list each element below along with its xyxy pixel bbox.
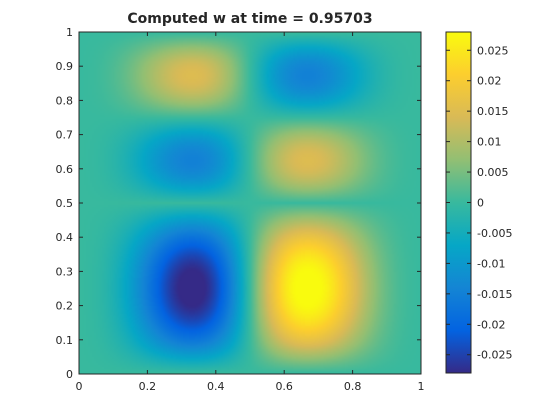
y-axis: 0 0.1 0.2 0.3 0.4 0.5 0.6 0.7 0.8 0.9 1 (56, 26, 421, 381)
y-tick-label: 0.6 (56, 163, 74, 176)
colorbar: -0.025 -0.02 -0.015 -0.01 -0.005 0 0.005 0.01 0.… (445, 31, 512, 374)
heatmap-image (79, 32, 421, 374)
x-tick-label: 0.2 (139, 380, 157, 393)
colorbar-tick-label: -0.015 (477, 288, 512, 301)
colorbar-tick-label: -0.02 (477, 318, 505, 331)
colorbar-tick-label: 0 (477, 197, 484, 210)
colorbar-tick-label: 0.01 (477, 136, 502, 149)
x-axis: 0 0.2 0.4 0.6 0.8 1 (76, 32, 425, 393)
x-tick-label: 0 (76, 380, 83, 393)
colorbar-tick-label: -0.01 (477, 257, 505, 270)
y-tick-label: 0.5 (56, 197, 74, 210)
y-tick-label: 0.3 (56, 265, 74, 278)
y-tick-label: 0.4 (56, 231, 74, 244)
plot-area (78, 31, 422, 375)
y-tick-label: 0 (66, 368, 73, 381)
colorbar-tick-label: 0.02 (477, 75, 502, 88)
colorbar-tick-label: 0.005 (477, 166, 509, 179)
x-tick-label: 0.4 (207, 380, 225, 393)
x-tick-label: 1 (418, 380, 425, 393)
y-tick-label: 0.2 (56, 300, 74, 313)
colorbar-tick-label: 0.025 (477, 44, 509, 57)
y-tick-label: 1 (66, 26, 73, 39)
y-tick-label: 0.9 (56, 60, 74, 73)
colorbar-tick-label: -0.005 (477, 227, 512, 240)
colorbar-fill (446, 32, 471, 373)
y-tick-label: 0.7 (56, 129, 74, 142)
chart-title: Computed w at time = 0.95703 (127, 11, 372, 27)
colorbar-tick-label: 0.015 (477, 105, 509, 118)
x-tick-label: 0.6 (275, 380, 293, 393)
y-tick-label: 0.8 (56, 94, 74, 107)
colorbar-ticks: -0.025 -0.02 -0.015 -0.01 -0.005 0 0.005 0.01 0.… (446, 44, 512, 362)
y-tick-label: 0.1 (56, 334, 74, 347)
x-tick-label: 0.8 (344, 380, 362, 393)
colorbar-tick-label: -0.025 (477, 349, 512, 362)
